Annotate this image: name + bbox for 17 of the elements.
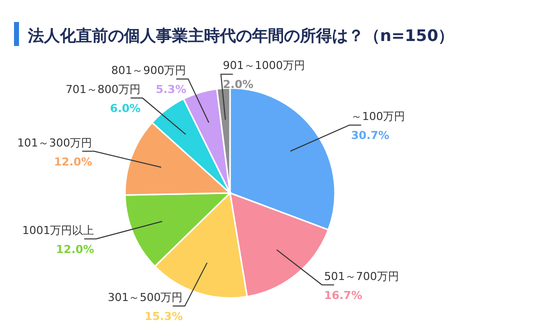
slice-label: 101～300万円	[17, 136, 92, 150]
slice-label: 701～800万円	[66, 83, 141, 96]
data-label: 6.0%	[110, 102, 141, 116]
slice-label: ～100万円	[351, 110, 406, 124]
slice-label: 1001万円以上	[22, 224, 94, 237]
data-label: 2.0%	[222, 78, 254, 92]
slice-label: 901～1000万円	[222, 59, 305, 72]
data-label: 12.0%	[56, 242, 94, 256]
slice-label: 301～500万円	[108, 291, 183, 304]
data-label: 30.7%	[351, 129, 390, 142]
data-label: 12.0%	[54, 155, 92, 168]
chart-title: 法人化直前の個人事業主時代の年間の所得は？（n=150）	[27, 26, 454, 45]
slice-label: 801～900万円	[111, 64, 186, 78]
slice-label: 501～700万円	[324, 270, 400, 283]
data-label: 5.3%	[156, 83, 186, 96]
data-label: 15.3%	[144, 310, 183, 324]
data-label: 16.7%	[324, 288, 362, 302]
